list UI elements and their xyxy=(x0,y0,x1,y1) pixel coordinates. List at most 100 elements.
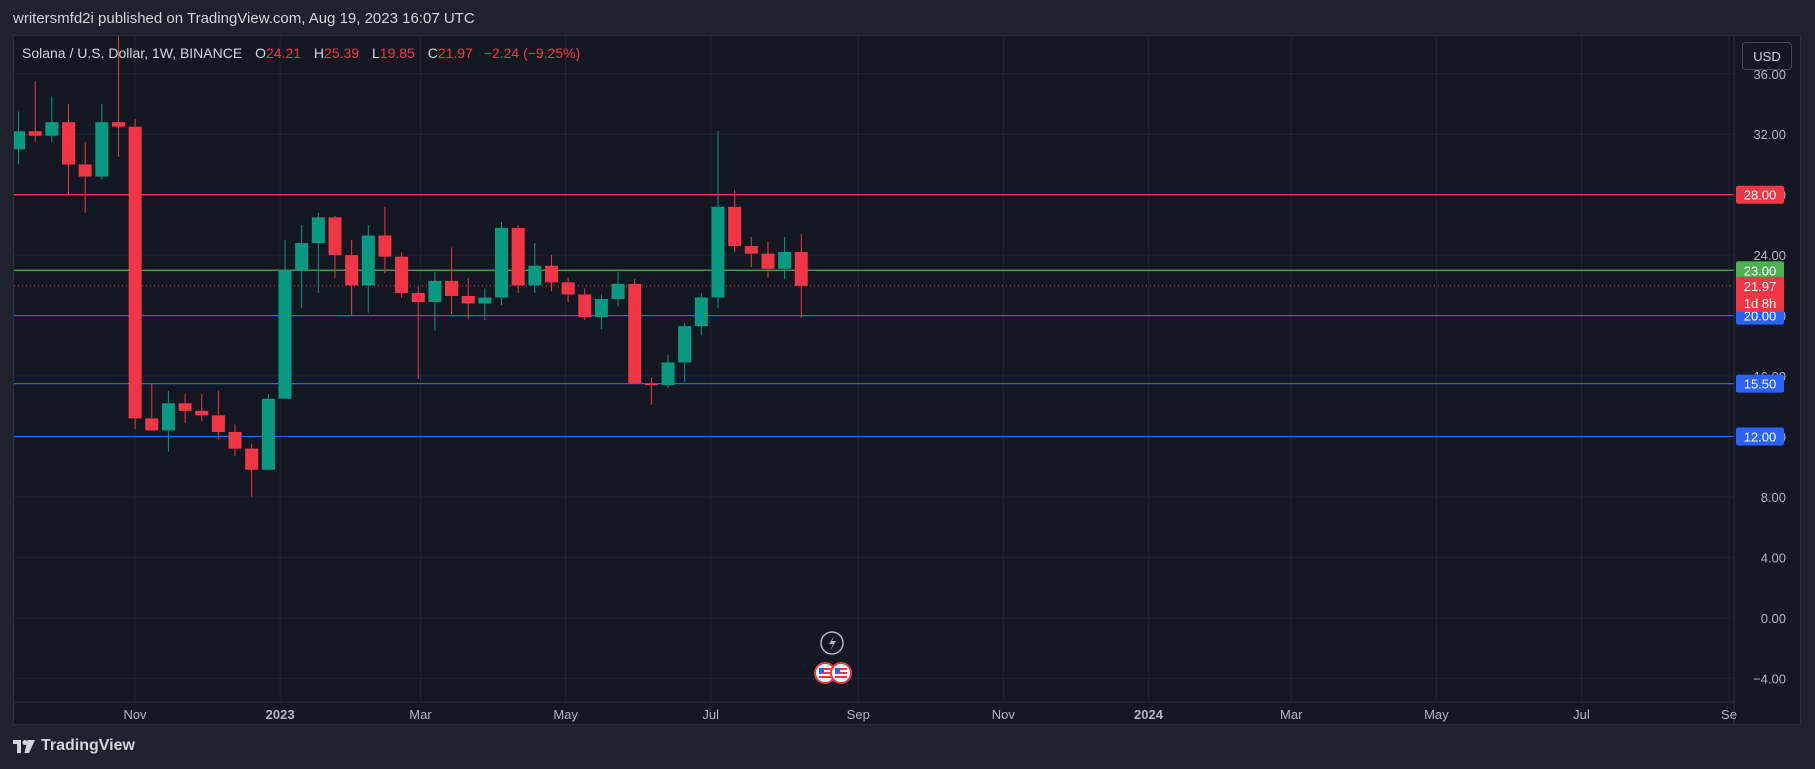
candle-body xyxy=(561,282,575,295)
time-tick-label: May xyxy=(1424,707,1449,722)
close-value: 21.97 xyxy=(437,45,473,61)
candle-body xyxy=(495,227,508,298)
event-markers xyxy=(814,631,852,684)
candle-body xyxy=(778,251,792,269)
level-price-tag: 28.00 xyxy=(1744,188,1777,203)
time-tick-label: Mar xyxy=(409,707,432,722)
candle-body xyxy=(728,206,742,247)
flag-stripe xyxy=(835,672,847,674)
candle-body xyxy=(78,164,92,177)
candle-body xyxy=(661,362,675,386)
candle-body xyxy=(278,270,292,399)
candle-body xyxy=(794,251,808,286)
candle-body xyxy=(178,403,192,411)
candle-body xyxy=(195,410,209,416)
candle-body xyxy=(345,255,359,286)
candles xyxy=(14,36,808,497)
low-value: 19.85 xyxy=(379,45,415,61)
flag-stripe xyxy=(835,668,847,670)
candle-body xyxy=(145,418,159,431)
candle-body xyxy=(328,217,342,256)
candle-body xyxy=(295,243,309,271)
candle-body xyxy=(228,431,242,449)
time-tick-label: Se xyxy=(1721,707,1737,722)
price-tick-label: 0.00 xyxy=(1761,611,1786,626)
candle-body xyxy=(111,122,125,127)
candle-body xyxy=(411,292,425,302)
lightning-bolt-icon xyxy=(829,636,836,651)
candle-body xyxy=(578,294,592,318)
candle-body xyxy=(211,415,225,432)
candle-body xyxy=(28,131,42,136)
candle-body xyxy=(45,122,59,136)
last-price-tag: 21.97 xyxy=(1744,279,1777,294)
level-price-tag-bg xyxy=(1736,374,1784,393)
flag-stripe xyxy=(819,676,831,678)
flag-canton xyxy=(819,668,824,673)
candle-body xyxy=(161,403,175,431)
candle-body xyxy=(644,383,658,386)
candle-body xyxy=(128,126,142,419)
price-tick-label: 4.00 xyxy=(1761,550,1786,565)
symbol-legend: Solana / U.S. Dollar, 1W, BINANCE O24.21… xyxy=(22,45,580,61)
price-tick-label: 32.00 xyxy=(1753,127,1786,142)
chart-container[interactable]: −4.000.004.008.0012.0016.0020.0024.0028.… xyxy=(13,35,1801,725)
level-price-tag-bg xyxy=(1736,261,1784,280)
candle-body xyxy=(594,298,608,318)
tradingview-brand: TradingView xyxy=(41,737,135,754)
flag-canton xyxy=(835,668,840,673)
flag-stripe xyxy=(835,676,847,678)
time-tick-label: May xyxy=(553,707,578,722)
currency-button[interactable]: USD xyxy=(1742,42,1792,70)
flag-stripe xyxy=(819,668,831,670)
candle-body xyxy=(445,280,459,296)
flag-stripe xyxy=(819,672,831,674)
level-price-tag-bg xyxy=(1736,185,1784,204)
change-value: −2.24 (−9.25%) xyxy=(483,45,581,61)
candle-body xyxy=(511,227,525,286)
price-tick-label: 8.00 xyxy=(1761,490,1786,505)
publish-info: writersmfd2i published on TradingView.co… xyxy=(13,10,475,27)
candle-body xyxy=(528,265,542,286)
candle-body xyxy=(378,235,392,257)
candle-body xyxy=(678,326,692,363)
tradingview-footer: TradingView xyxy=(13,737,135,755)
candle-body xyxy=(611,283,625,299)
candle-body xyxy=(95,122,109,177)
time-axis: Nov 2023 Mar May Jul Sep Nov 2024 Mar May Jul Se xyxy=(14,701,1737,722)
level-price-tag: 15.50 xyxy=(1744,377,1777,392)
open-value: 24.21 xyxy=(265,45,302,61)
grid-lines xyxy=(14,36,1734,701)
candle-body xyxy=(461,295,475,304)
level-price-tag: 23.00 xyxy=(1744,263,1777,278)
time-tick-label: Sep xyxy=(847,707,870,722)
time-tick-label: Mar xyxy=(1280,707,1303,722)
candle-body xyxy=(245,448,259,470)
candle-body xyxy=(711,206,725,298)
level-price-tag: 20.00 xyxy=(1744,309,1777,324)
candle-body xyxy=(744,246,758,254)
symbol-title: Solana / U.S. Dollar, 1W, BINANCE xyxy=(22,45,243,61)
price-tick-label: 24.00 xyxy=(1753,248,1786,263)
candle-body xyxy=(361,235,375,286)
time-tick-label: Jul xyxy=(1573,707,1590,722)
last-price-tag-bg xyxy=(1736,276,1784,312)
time-tick-label: Nov xyxy=(992,707,1016,722)
last-price-tag-countdown: 1d 8h xyxy=(1744,296,1777,311)
candle-body xyxy=(694,297,708,327)
candle-body xyxy=(395,256,409,293)
low-label: L xyxy=(371,45,380,61)
candle-body xyxy=(544,265,558,283)
time-tick-label: 2024 xyxy=(1134,707,1164,722)
candlestick-chart[interactable]: −4.000.004.008.0012.0016.0020.0024.0028.… xyxy=(14,36,1800,724)
price-tick-label: 36.00 xyxy=(1753,67,1786,82)
candle-body xyxy=(261,398,275,470)
candle-body xyxy=(428,280,442,302)
tradingview-logo-icon xyxy=(13,739,35,753)
candle-body xyxy=(478,297,492,304)
candle-body xyxy=(311,217,325,244)
open-label: O xyxy=(255,45,266,61)
high-label: H xyxy=(313,45,325,61)
high-value: 25.39 xyxy=(324,45,360,61)
time-tick-label: Jul xyxy=(702,707,719,722)
